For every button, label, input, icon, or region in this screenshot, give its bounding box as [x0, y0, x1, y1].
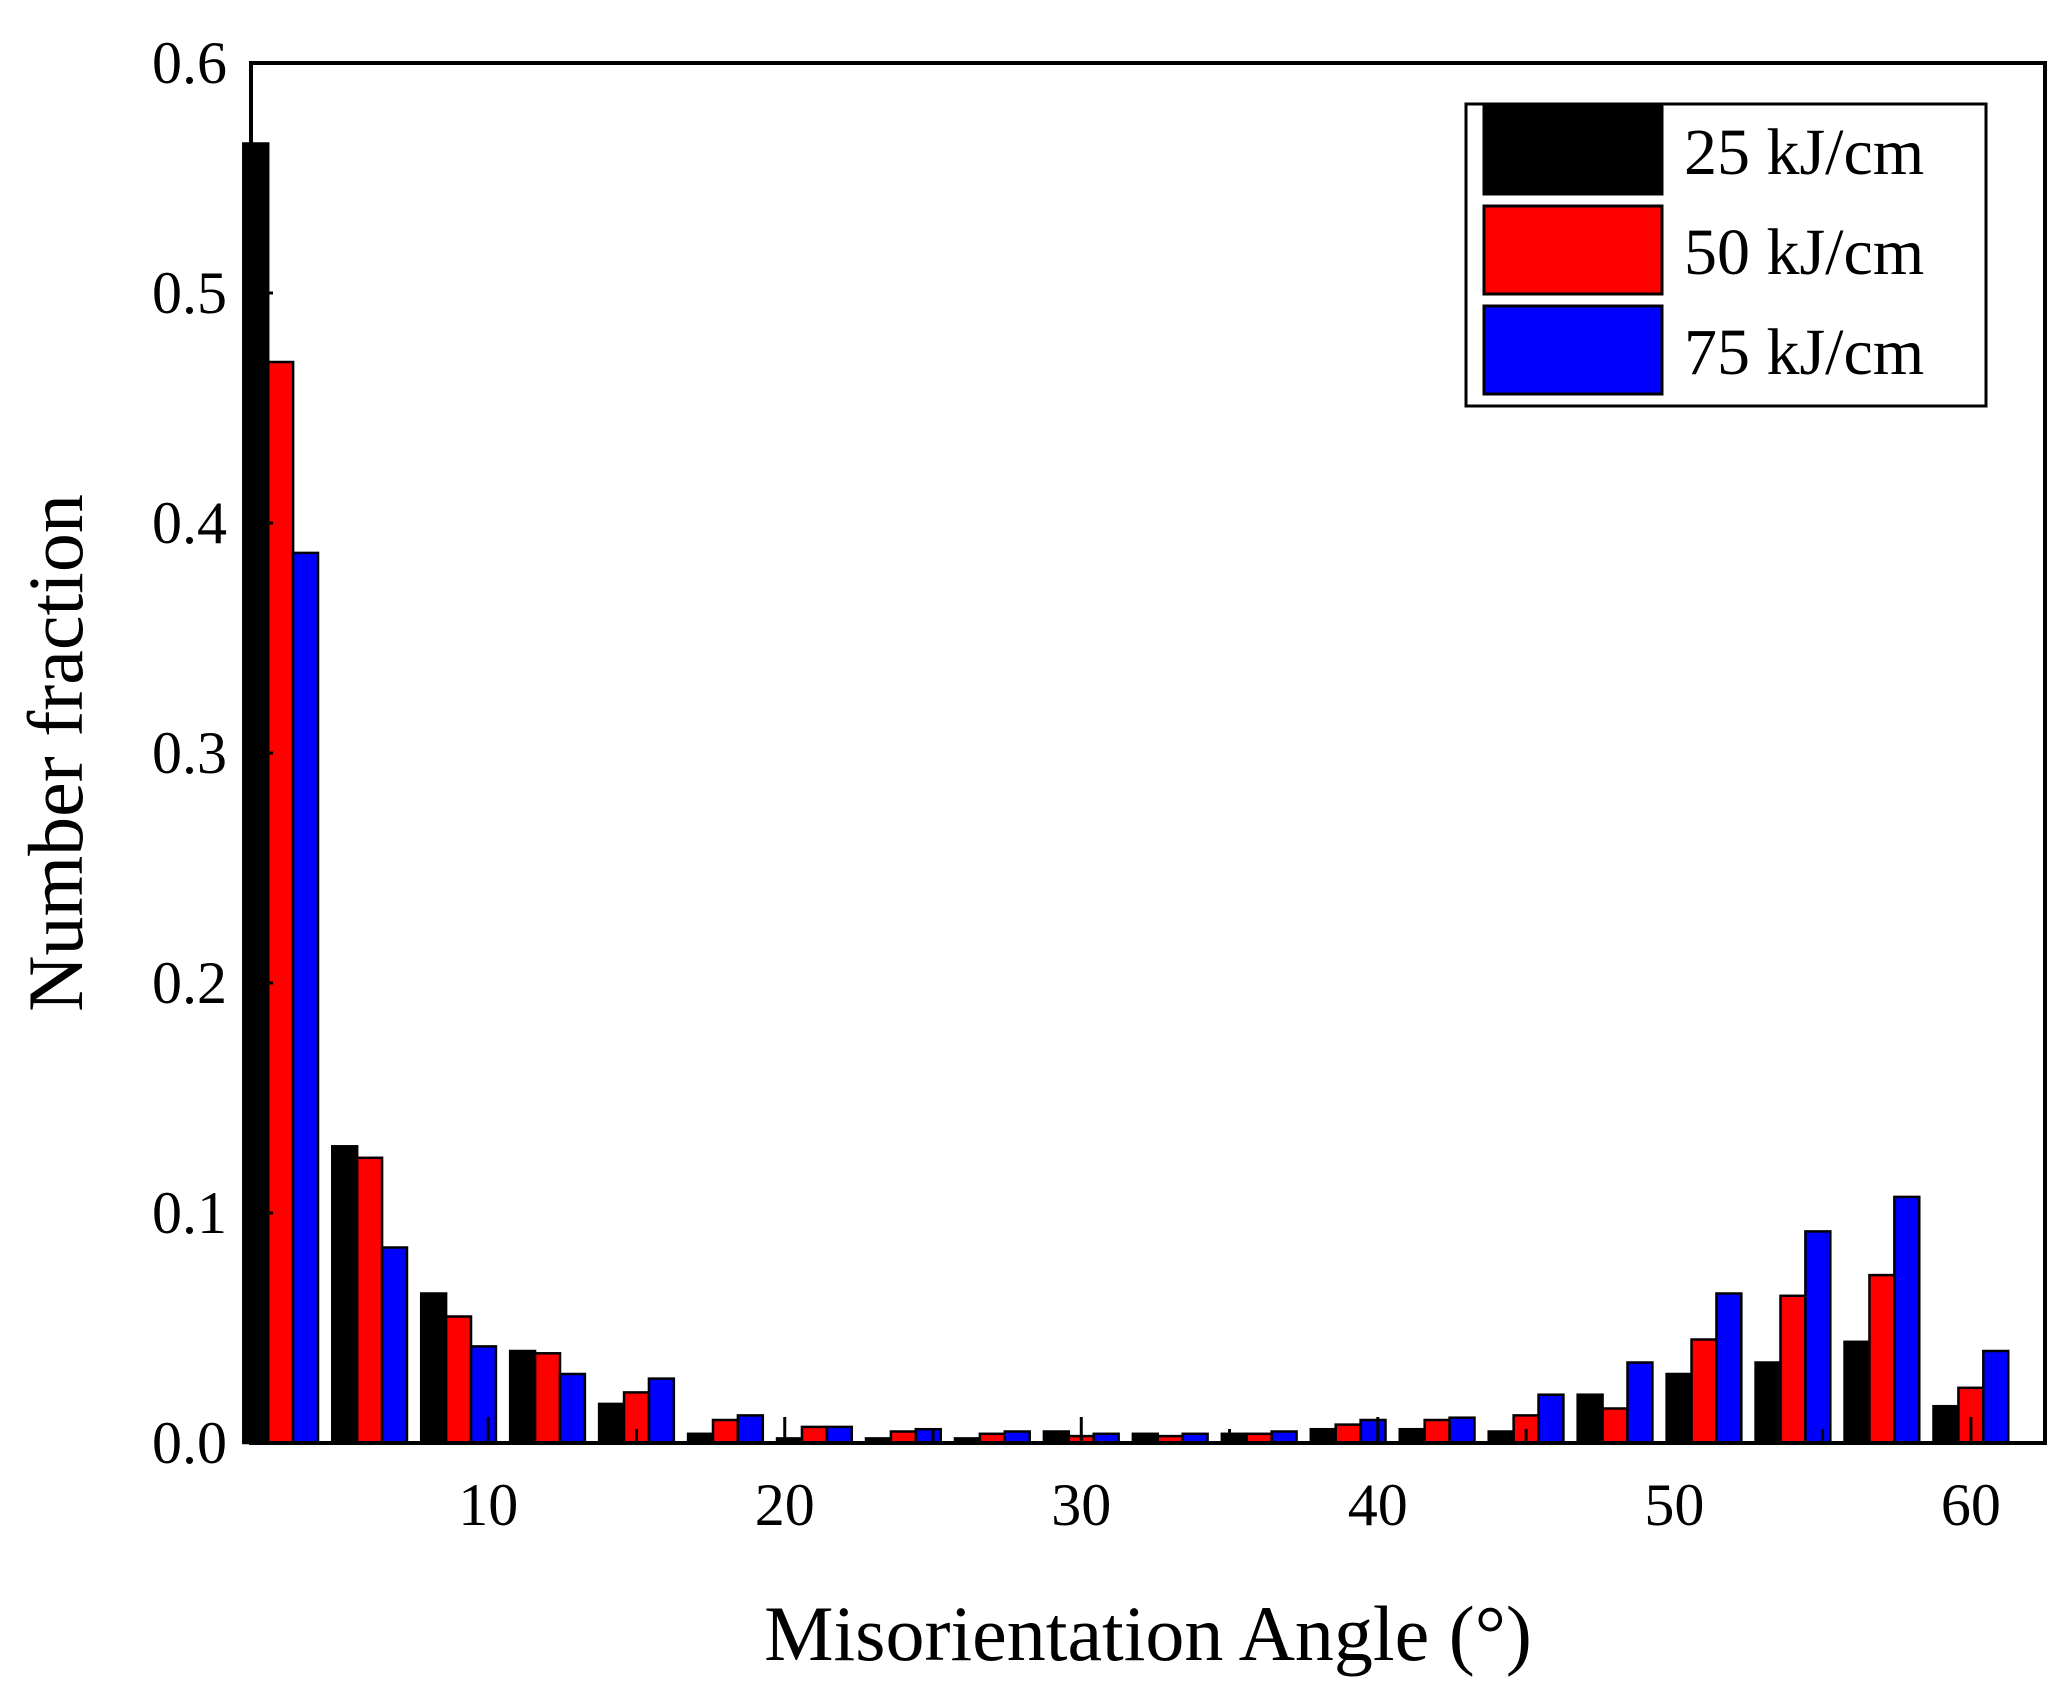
y-tick-label-5: 0.5: [152, 260, 227, 326]
bar-75-kj-cm-bin-54: [1804, 1230, 1832, 1445]
y-tick-label-1: 0.1: [152, 1180, 227, 1246]
bar-50-kj-cm-bin-54: [1779, 1294, 1807, 1445]
legend-label-2: 50 kJ/cm: [1684, 216, 1924, 289]
y-tick-label-6: 0.6: [152, 30, 227, 96]
bar-75-kj-cm-bin-24: [914, 1427, 942, 1445]
bar-75-kj-cm-bin-45: [1537, 1393, 1565, 1445]
bar-75-kj-cm-bin-3: [291, 551, 320, 1445]
bar-25-kj-cm-bin-3: [242, 142, 270, 1445]
y-tick-label-3: 0.3: [152, 720, 227, 786]
x-axis-label: Misorientation Angle (°): [764, 1590, 1532, 1677]
bar-50-kj-cm-bin-51: [1690, 1338, 1718, 1445]
bar-75-kj-cm-bin-57: [1893, 1195, 1921, 1445]
bar-25-kj-cm-bin-42: [1398, 1427, 1426, 1445]
bar-75-kj-cm-bin-60: [1982, 1349, 2010, 1445]
bar-50-kj-cm-bin-3: [266, 360, 295, 1445]
y-tick-label-4: 0.4: [152, 490, 227, 556]
bar-25-kj-cm-bin-39: [1309, 1427, 1337, 1445]
bar-25-kj-cm-bin-57: [1843, 1340, 1871, 1445]
bar-75-kj-cm-bin-39: [1359, 1418, 1387, 1445]
bars-layer: [242, 142, 2010, 1445]
legend: 25 kJ/cm 50 kJ/cm 75 kJ/cm: [1464, 102, 1988, 408]
bar-25-kj-cm-bin-15: [597, 1402, 626, 1445]
bar-50-kj-cm-bin-18: [711, 1418, 740, 1445]
bar-75-kj-cm-bin-51: [1715, 1292, 1743, 1445]
x-tick-label-50: 50: [1644, 1472, 1704, 1538]
y-tick-label-0: 0.0: [152, 1410, 227, 1476]
plot-frame: [249, 61, 2047, 1445]
x-tick-label-30: 30: [1051, 1472, 1111, 1538]
bar-25-kj-cm-bin-60: [1932, 1404, 1960, 1445]
bar-75-kj-cm-bin-9: [469, 1345, 498, 1445]
legend-label-3: 75 kJ/cm: [1684, 316, 1924, 389]
x-tick-label-10: 10: [458, 1472, 518, 1538]
bar-50-kj-cm-bin-12: [533, 1352, 562, 1445]
labels-layer: 10 20 30 40 50 60 0.0 0.1 0.2 0.3 0.4 0.5 0.6: [152, 30, 2001, 1538]
y-tick-label-2: 0.2: [152, 950, 227, 1016]
bar-75-kj-cm-bin-12: [558, 1372, 587, 1445]
bar-25-kj-cm-bin-48: [1576, 1393, 1604, 1445]
bar-25-kj-cm-bin-51: [1665, 1372, 1693, 1445]
bar-50-kj-cm-bin-39: [1334, 1423, 1362, 1445]
x-tick-label-40: 40: [1348, 1472, 1408, 1538]
bar-50-kj-cm-bin-42: [1423, 1418, 1451, 1445]
x-tick-label-60: 60: [1941, 1472, 2001, 1538]
bar-75-kj-cm-bin-15: [647, 1377, 676, 1445]
legend-label-1: 25 kJ/cm: [1684, 116, 1924, 189]
bar-75-kj-cm-bin-48: [1626, 1361, 1654, 1445]
bar-50-kj-cm-bin-9: [444, 1315, 473, 1445]
legend-swatch-3: [1482, 304, 1664, 396]
legend-swatch-2: [1482, 204, 1664, 296]
bar-75-kj-cm-bin-18: [736, 1414, 765, 1445]
bar-25-kj-cm-bin-12: [508, 1349, 537, 1445]
bar-50-kj-cm-bin-21: [800, 1425, 829, 1445]
y-axis-label: Number fraction: [12, 494, 99, 1012]
x-tick-label-20: 20: [755, 1472, 815, 1538]
bar-75-kj-cm-bin-42: [1448, 1416, 1476, 1445]
bar-75-kj-cm-bin-21: [825, 1425, 854, 1445]
bar-50-kj-cm-bin-48: [1601, 1407, 1629, 1445]
bar-75-kj-cm-bin-6: [380, 1246, 409, 1445]
bar-25-kj-cm-bin-9: [419, 1292, 448, 1445]
bar-25-kj-cm-bin-6: [330, 1145, 359, 1445]
bar-25-kj-cm-bin-54: [1754, 1361, 1782, 1445]
bar-50-kj-cm-bin-57: [1868, 1273, 1896, 1445]
legend-swatch-1: [1482, 104, 1664, 196]
bar-50-kj-cm-bin-6: [355, 1156, 384, 1445]
